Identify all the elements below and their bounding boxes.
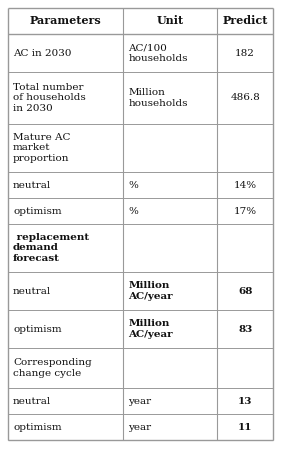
Text: neutral: neutral xyxy=(13,396,51,405)
Text: Million
households: Million households xyxy=(128,88,188,108)
Text: 11: 11 xyxy=(238,423,252,431)
Text: 182: 182 xyxy=(235,49,255,58)
Text: 13: 13 xyxy=(238,396,252,405)
Text: Unit: Unit xyxy=(157,15,184,26)
Text: replacement
demand
forecast: replacement demand forecast xyxy=(13,233,89,263)
Text: Million
AC/year: Million AC/year xyxy=(128,319,173,339)
Text: year: year xyxy=(128,423,151,431)
Text: optimism: optimism xyxy=(13,325,62,334)
Text: neutral: neutral xyxy=(13,286,51,296)
Text: neutral: neutral xyxy=(13,181,51,189)
Text: Corresponding
change cycle: Corresponding change cycle xyxy=(13,358,92,378)
Text: %: % xyxy=(128,207,138,216)
Text: 68: 68 xyxy=(238,286,252,296)
Text: Million
AC/year: Million AC/year xyxy=(128,281,173,301)
Text: Mature AC
market
proportion: Mature AC market proportion xyxy=(13,133,71,163)
Text: Total number
of households
in 2030: Total number of households in 2030 xyxy=(13,83,86,113)
Text: 83: 83 xyxy=(238,325,252,334)
Text: AC in 2030: AC in 2030 xyxy=(13,49,71,58)
Text: year: year xyxy=(128,396,151,405)
Text: Parameters: Parameters xyxy=(30,15,101,26)
Text: 14%: 14% xyxy=(234,181,257,189)
Text: 17%: 17% xyxy=(234,207,257,216)
Text: optimism: optimism xyxy=(13,423,62,431)
Text: optimism: optimism xyxy=(13,207,62,216)
Text: Predict: Predict xyxy=(223,15,268,26)
Text: 486.8: 486.8 xyxy=(230,94,260,103)
Text: AC/100
households: AC/100 households xyxy=(128,43,188,63)
Text: %: % xyxy=(128,181,138,189)
